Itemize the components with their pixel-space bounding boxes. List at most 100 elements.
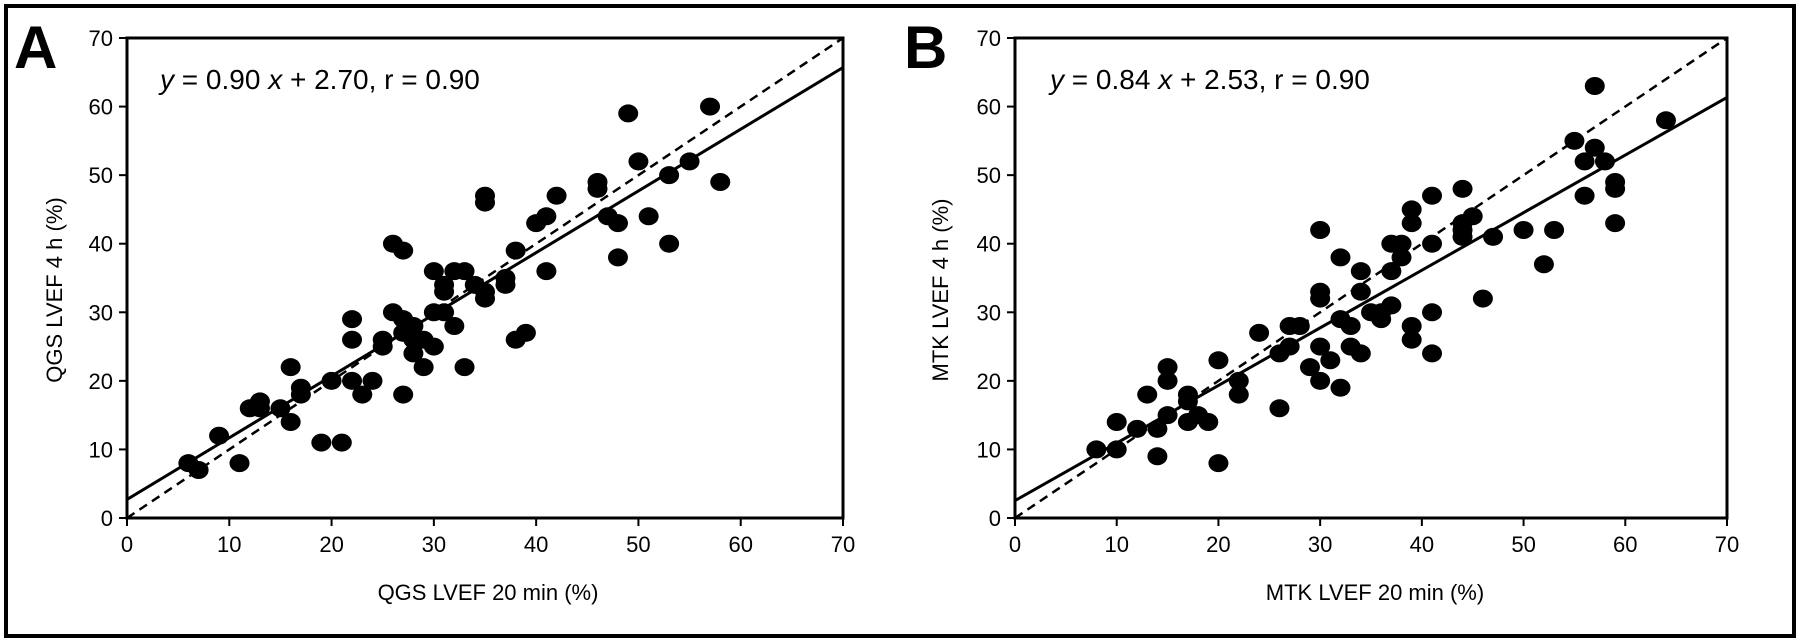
data-point-b	[1422, 303, 1443, 322]
y-tick-label-b: 20	[977, 369, 1001, 394]
data-point-a	[434, 275, 455, 294]
x-tick-label-b: 40	[1410, 532, 1434, 557]
data-point-b	[1381, 296, 1402, 315]
data-point-b	[1350, 282, 1371, 301]
equation-b-mid: = 0.84	[1064, 64, 1158, 95]
identity-line-b	[1014, 36, 1728, 520]
data-point-a	[249, 392, 270, 411]
equation-a-y: y	[158, 64, 176, 95]
x-tick-label-b: 30	[1308, 532, 1332, 557]
regression-line-b	[1014, 96, 1728, 502]
data-point-b	[1310, 337, 1331, 356]
y-tick-label-b: 0	[989, 506, 1001, 531]
x-tick-label-b: 70	[1715, 532, 1739, 557]
data-point-b	[1157, 358, 1178, 377]
data-point-b	[1422, 186, 1443, 205]
x-axis-label-b: MTK LVEF 20 min (%)	[1266, 580, 1484, 605]
data-point-b	[1157, 406, 1178, 425]
x-tick-label-a: 50	[626, 532, 650, 557]
y-axis-label-a: QGS LVEF 4 h (%)	[42, 197, 67, 382]
y-tick-label-a: 30	[89, 300, 113, 325]
y-tick-label-b: 70	[977, 26, 1001, 51]
data-point-a	[403, 317, 424, 335]
data-point-a	[393, 241, 414, 260]
y-tick-label-b: 10	[977, 437, 1001, 462]
data-point-b	[1279, 337, 1300, 356]
data-point-a	[515, 323, 536, 342]
data-point-b	[1350, 344, 1371, 363]
equation-a: y = 0.90 x + 2.70, r = 0.90	[158, 64, 480, 95]
data-point-a	[505, 241, 526, 260]
data-point-a	[413, 358, 434, 377]
data-point-a	[331, 433, 352, 452]
data-point-b	[1584, 138, 1605, 157]
identity-line-a	[126, 36, 844, 520]
data-point-a	[280, 413, 301, 431]
panel-label-a: A	[14, 14, 57, 81]
data-point-b	[1310, 282, 1331, 301]
data-point-b	[1310, 371, 1331, 390]
data-point-b	[1208, 351, 1229, 370]
data-point-a	[423, 337, 444, 356]
data-point-a	[372, 330, 393, 349]
plot-area-a	[125, 36, 845, 520]
data-point-b	[1655, 111, 1676, 130]
data-point-a	[403, 344, 424, 363]
data-point-b	[1147, 419, 1168, 438]
data-point-b	[1513, 221, 1534, 239]
data-point-b	[1462, 207, 1483, 226]
equation-b-x: x	[1156, 64, 1173, 95]
data-point-a	[362, 371, 383, 390]
data-point-b	[1289, 317, 1310, 335]
data-point-b	[1452, 179, 1473, 198]
data-point-b	[1330, 378, 1351, 397]
x-tick-label-a: 60	[728, 532, 752, 557]
data-point-a	[444, 317, 465, 335]
data-point-b	[1228, 385, 1249, 404]
data-point-a	[536, 207, 557, 226]
data-point-b	[1483, 227, 1504, 246]
y-tick-label-a: 60	[89, 95, 113, 120]
data-point-b	[1533, 255, 1554, 274]
data-point-b	[1401, 317, 1422, 335]
data-point-a	[229, 454, 250, 473]
panel-label-b: B	[904, 14, 947, 81]
panel-a: A y = 0.90 x + 2.70, r = 0.90 QGS LVEF 2…	[14, 14, 855, 605]
x-tick-label-a: 40	[524, 532, 548, 557]
plot-area-b	[1013, 36, 1729, 520]
data-point-a	[270, 399, 291, 418]
data-point-b	[1208, 454, 1229, 473]
y-tick-label-a: 70	[89, 26, 113, 51]
y-tick-label-b: 50	[977, 163, 1001, 188]
data-point-b	[1472, 289, 1493, 308]
data-point-a	[628, 152, 649, 171]
figure-frame	[4, 4, 1796, 638]
data-point-b	[1086, 440, 1107, 459]
data-point-b	[1198, 413, 1219, 431]
equation-b-tail: + 2.53, r = 0.90	[1172, 64, 1370, 95]
data-point-b	[1564, 131, 1585, 150]
data-point-b	[1228, 371, 1249, 390]
data-point-b	[1137, 385, 1158, 404]
x-tick-label-b: 60	[1613, 532, 1637, 557]
x-tick-label-a: 20	[319, 532, 343, 557]
equation-a-mid: = 0.90	[174, 64, 268, 95]
data-point-a	[454, 262, 475, 281]
equation-a-tail: + 2.70, r = 0.90	[282, 64, 480, 95]
y-tick-label-b: 60	[977, 95, 1001, 120]
data-point-b	[1320, 351, 1341, 370]
data-point-b	[1594, 152, 1615, 171]
y-tick-label-a: 0	[101, 506, 113, 531]
x-tick-label-a: 0	[121, 532, 133, 557]
data-point-a	[536, 262, 557, 281]
data-point-b	[1391, 248, 1412, 267]
data-point-b	[1269, 399, 1290, 418]
data-point-a	[209, 426, 230, 445]
data-point-b	[1381, 262, 1402, 281]
data-point-a	[546, 186, 567, 205]
data-point-b	[1177, 385, 1198, 404]
data-point-a	[393, 385, 414, 404]
x-tick-label-a: 10	[217, 532, 241, 557]
data-point-a	[638, 207, 659, 226]
